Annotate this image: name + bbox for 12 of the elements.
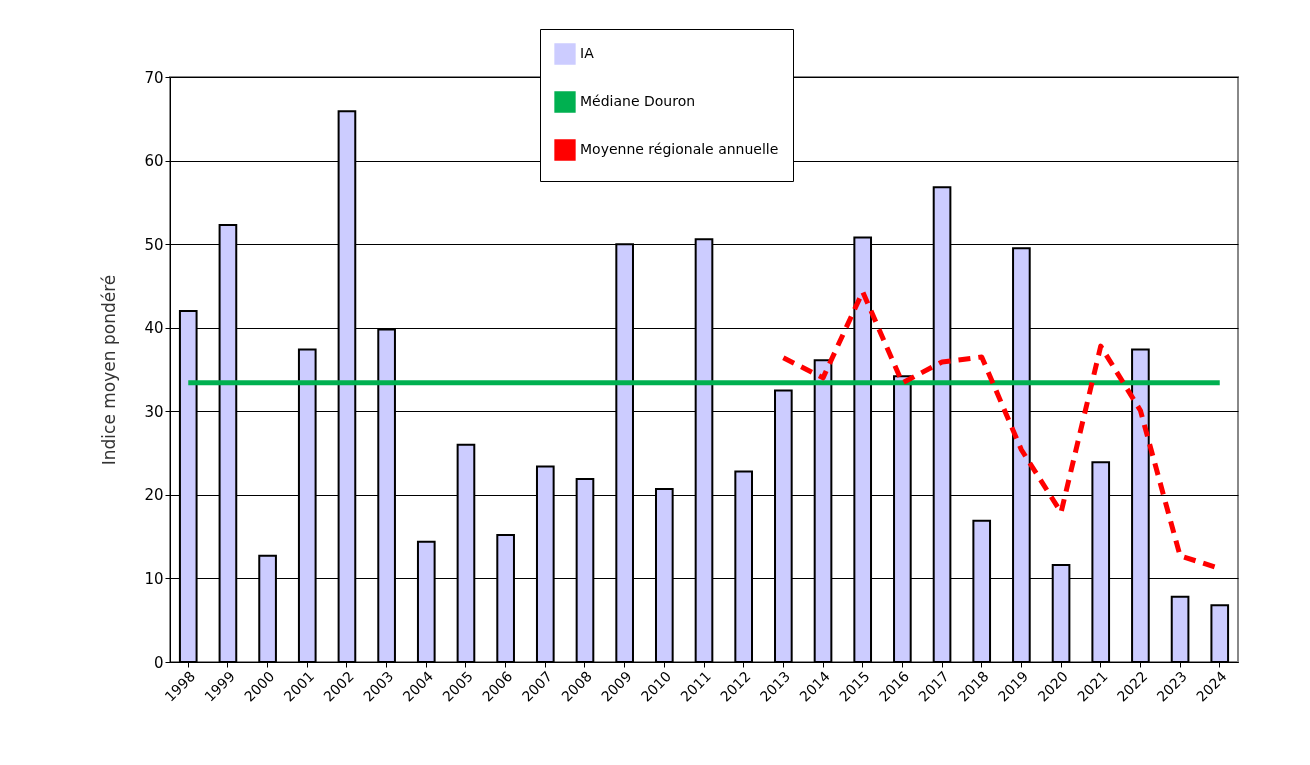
y-tick-label: 30 [144,402,164,421]
y-tick-label: 40 [144,319,164,338]
y-tick-label: 60 [144,152,164,171]
y-axis-title: Indice moyen pondéré [99,274,120,466]
y-tick-label: 70 [144,68,164,87]
legend-label: Médiane Douron [580,93,696,109]
y-tick-label: 20 [144,486,164,505]
legend-label: IA [580,45,595,61]
legend-label: Moyenne régionale annuelle [580,141,779,157]
y-tick-label: 50 [144,235,164,254]
y-tick-label: 0 [153,653,164,672]
y-tick-label: 10 [144,569,164,588]
